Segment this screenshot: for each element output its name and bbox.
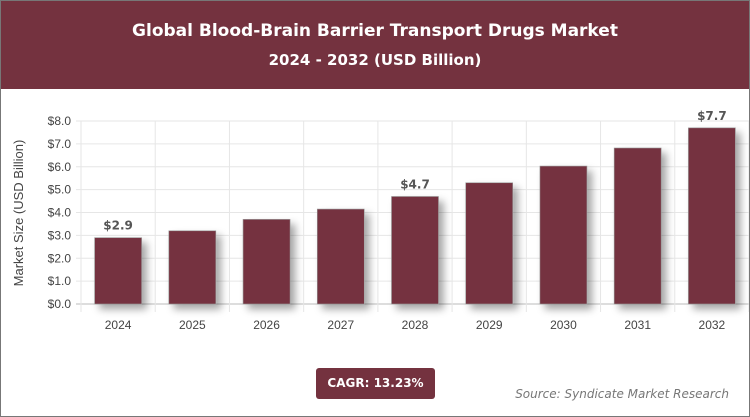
source-note: Source: Syndicate Market Research xyxy=(515,387,729,401)
y-tick-label: $0.0 xyxy=(48,297,72,311)
chart-header: Global Blood-Brain Barrier Transport Dru… xyxy=(1,1,749,89)
bar-2026 xyxy=(242,219,291,305)
bar-chart: $0.0 $1.0 $2.0 $3.0 $4.0 $5.0 $6.0 $7.0 $8.0 2024… xyxy=(11,109,749,332)
y-tick-label: $8.0 xyxy=(48,114,72,128)
bar-2031 xyxy=(613,147,662,305)
x-tick-label: 2025 xyxy=(179,318,206,332)
chart-title: Global Blood-Brain Barrier Transport Dru… xyxy=(132,21,618,41)
data-label: $7.7 xyxy=(697,109,727,123)
x-tick-label: 2028 xyxy=(402,318,429,332)
x-tick-label: 2027 xyxy=(327,318,354,332)
bar-2029 xyxy=(465,182,514,305)
bar-2025 xyxy=(168,230,217,305)
chart-subtitle: 2024 - 2032 (USD Billion) xyxy=(268,51,482,69)
y-axis-label: Market Size (USD Billion) xyxy=(11,140,26,287)
y-tick-label: $1.0 xyxy=(48,274,72,288)
bar-2030 xyxy=(539,165,588,305)
y-tick-label: $3.0 xyxy=(48,228,72,242)
y-tick-label: $2.0 xyxy=(48,251,72,265)
x-tick-label: 2031 xyxy=(624,318,651,332)
x-tick-label: 2032 xyxy=(699,318,726,332)
x-tick-label: 2030 xyxy=(550,318,577,332)
bar-2024 xyxy=(94,237,142,305)
x-tick-label: 2026 xyxy=(253,318,280,332)
y-tick-label: $4.0 xyxy=(48,206,72,220)
y-tick-label: $6.0 xyxy=(48,160,72,174)
y-tick-label: $7.0 xyxy=(48,137,72,151)
y-tick-label: $5.0 xyxy=(48,183,72,197)
data-label: $2.9 xyxy=(103,219,133,233)
bar-2032 xyxy=(688,127,736,305)
x-tick-label: 2024 xyxy=(105,318,132,332)
cagr-badge: CAGR: 13.23% xyxy=(316,368,435,399)
bar-2027 xyxy=(316,208,365,305)
bar-2028 xyxy=(391,196,439,305)
x-tick-label: 2029 xyxy=(476,318,503,332)
data-label: $4.7 xyxy=(400,177,430,191)
